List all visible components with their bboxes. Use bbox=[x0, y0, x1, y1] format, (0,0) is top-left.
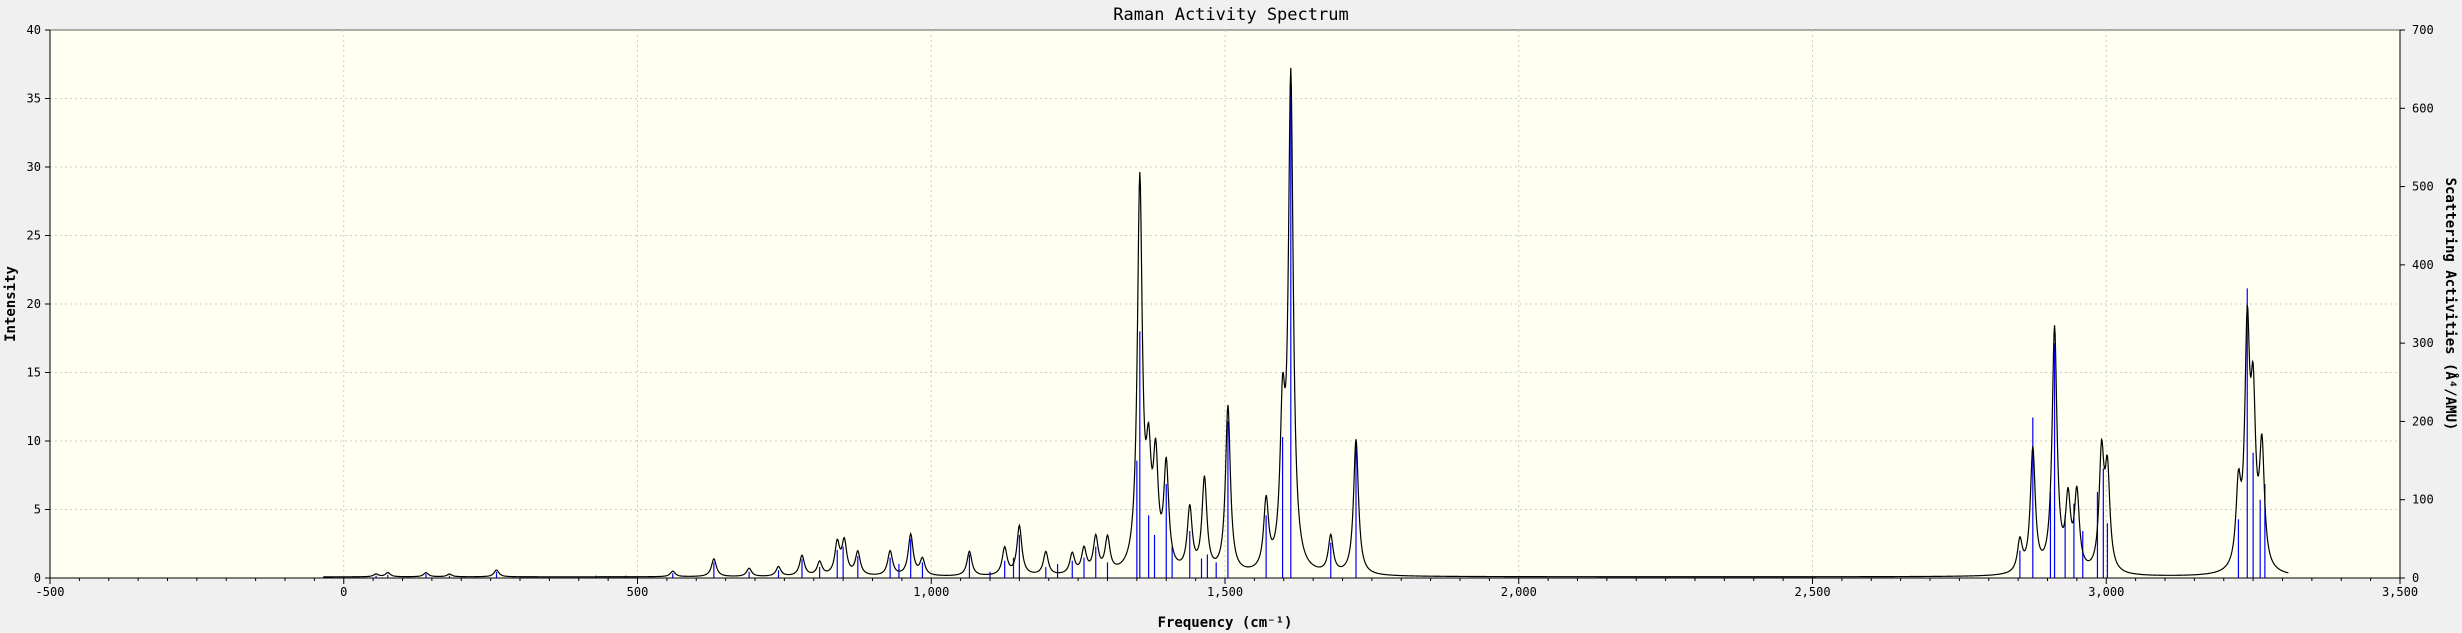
y2-tick-label: 600 bbox=[2412, 101, 2434, 115]
y2-tick-label: 100 bbox=[2412, 493, 2434, 507]
x-tick-label: -500 bbox=[36, 585, 65, 599]
y-tick-label: 35 bbox=[27, 92, 41, 106]
scattering-activity-sticks bbox=[375, 84, 2266, 578]
y2-tick-label: 400 bbox=[2412, 258, 2434, 272]
x-axis: -500 0 500 1,000 1,500 2,000 2,500 3,000 3,500 bbox=[36, 577, 2418, 599]
chart-title: Raman Activity Spectrum bbox=[1113, 5, 1348, 25]
x-axis-title: Frequency (cm⁻¹) bbox=[1158, 615, 1293, 631]
y-axis-title: Intensity bbox=[3, 266, 19, 342]
y2-tick-label: 0 bbox=[2412, 571, 2419, 585]
x-tick-label: 0 bbox=[340, 585, 347, 599]
x-tick-label: 2,000 bbox=[1501, 585, 1537, 599]
y-tick-label: 15 bbox=[27, 366, 41, 380]
y-tick-label: 40 bbox=[27, 23, 41, 37]
y-tick-label: 5 bbox=[34, 503, 41, 517]
y-tick-label: 10 bbox=[27, 434, 41, 448]
x-tick-label: 3,000 bbox=[2088, 585, 2124, 599]
y2-tick-label: 200 bbox=[2412, 414, 2434, 428]
y2-tick-label: 500 bbox=[2412, 180, 2434, 194]
y2-tick-label: 300 bbox=[2412, 336, 2434, 350]
x-tick-label: 3,500 bbox=[2382, 585, 2418, 599]
y2-tick-label: 700 bbox=[2412, 23, 2434, 37]
y-axis-left: 0 5 10 15 20 25 30 35 40 bbox=[27, 23, 51, 585]
intensity-curve bbox=[323, 67, 2289, 578]
x-tick-label: 500 bbox=[627, 585, 649, 599]
y2-axis-title: Scattering Activities (Å⁴/AMU) bbox=[2442, 178, 2459, 431]
x-tick-label: 1,500 bbox=[1207, 585, 1243, 599]
y-tick-label: 30 bbox=[27, 160, 41, 174]
y-tick-label: 25 bbox=[27, 229, 41, 243]
x-tick-label: 2,500 bbox=[1794, 585, 1830, 599]
y-axis-right: 0 100 200 300 400 500 600 700 bbox=[2399, 23, 2434, 585]
y-tick-label: 20 bbox=[27, 297, 41, 311]
x-tick-label: 1,000 bbox=[913, 585, 949, 599]
y-tick-label: 0 bbox=[34, 571, 41, 585]
